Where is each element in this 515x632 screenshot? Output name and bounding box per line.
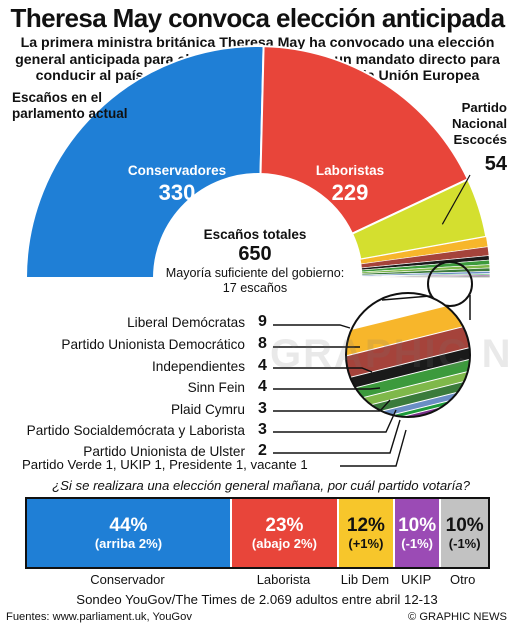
- poll-name: Conservador: [90, 572, 165, 587]
- copyright: © GRAPHIC NEWS: [408, 611, 507, 623]
- poll-change: (-1%): [448, 535, 481, 551]
- snp-seats: 54: [484, 153, 507, 175]
- party-name: Liberal Demócratas: [127, 315, 245, 330]
- party-row: Liberal Demócratas 9: [0, 313, 515, 335]
- poll-change: (abajo 2%): [251, 535, 317, 551]
- party-name: Partido Unionista de Ulster: [83, 444, 245, 459]
- con-seats: 330: [158, 180, 196, 205]
- leader-line: [273, 324, 351, 329]
- poll-bar: 44% (arriba 2%) 23% (abajo 2%) 12% (+1%)…: [25, 497, 490, 569]
- leader-line: [273, 419, 401, 454]
- poll-source: Sondeo YouGov/The Times de 2.069 adultos…: [76, 592, 438, 607]
- party-row: Partido Unionista Democrático 8: [0, 335, 515, 357]
- poll-name: Laborista: [256, 572, 311, 587]
- stripe: [346, 298, 470, 366]
- party-seats: 2: [258, 442, 267, 459]
- poll-name: Otro: [450, 572, 476, 587]
- party-row: Plaid Cymru 3: [0, 400, 515, 422]
- lab-seats: 229: [331, 180, 369, 205]
- poll-segment-ukip: 10% (-1%): [394, 499, 442, 567]
- party-name: Partido Unionista Democrático: [61, 337, 245, 352]
- leader-line: [273, 367, 373, 373]
- page-title: Theresa May convoca elección anticipada: [10, 3, 506, 33]
- poll-pct: 44%: [109, 514, 148, 536]
- party-row: Partido Unionista de Ulster 2: [0, 442, 515, 464]
- party-seats: 4: [258, 378, 267, 395]
- party-row: Partido Socialdemócrata y Laborista 3: [0, 421, 515, 443]
- current-seats-label: Escaños en el parlamento actual: [12, 90, 128, 121]
- poll-segment-other: 10% (-1%): [441, 499, 488, 567]
- poll-change: (-1%): [401, 535, 434, 551]
- leader-line: [273, 387, 381, 390]
- poll-pct: 12%: [346, 514, 385, 536]
- poll-change: (arriba 2%): [94, 535, 163, 551]
- poll-question: ¿Si se realizara una elección general ma…: [52, 478, 470, 493]
- magnifier-connector: [381, 295, 431, 301]
- poll-segment-lab: 23% (abajo 2%): [231, 499, 339, 567]
- snp-name: Partido Nacional Escocés: [452, 100, 507, 147]
- poll-change: (+1%): [348, 535, 384, 551]
- total-value: 650: [238, 243, 272, 265]
- party-name: Independientes: [152, 359, 245, 374]
- poll-segment-libdem: 12% (+1%): [338, 499, 395, 567]
- seat-wedge: [361, 276, 491, 279]
- con-name: Conservadores: [127, 163, 227, 178]
- leader-line: [340, 429, 407, 467]
- seat-wedge: [24, 45, 265, 279]
- party-row: Sinn Fein 4: [0, 378, 515, 400]
- magnifier-small: [427, 261, 473, 307]
- poll-pct: 10%: [445, 514, 484, 536]
- party-name: Plaid Cymru: [170, 402, 245, 417]
- poll-pct: 23%: [265, 514, 304, 536]
- leader-line: [273, 399, 391, 412]
- magnifier-ring: [345, 292, 471, 418]
- party-seats: 9: [258, 313, 267, 330]
- leader-line: [273, 409, 397, 433]
- lab-name: Laboristas: [315, 163, 385, 178]
- party-name: Sinn Fein: [187, 380, 245, 395]
- snp-pointer: [441, 174, 471, 225]
- party-seats: 3: [258, 421, 267, 438]
- poll-pct: 10%: [398, 514, 437, 536]
- party-name: Partido Socialdemócrata y Laborista: [26, 423, 245, 438]
- poll-name: UKIP: [400, 572, 432, 587]
- party-seats: 4: [258, 357, 267, 374]
- party-seats: 8: [258, 335, 267, 352]
- seat-wedge: [259, 45, 470, 236]
- total-label: Escaños totales: [203, 227, 307, 242]
- majority-note: Mayoría suficiente del gobierno: 17 esca…: [165, 266, 345, 295]
- party-row: Independientes 4: [0, 357, 515, 379]
- poll-segment-con: 44% (arriba 2%): [27, 499, 232, 567]
- poll-name: Lib Dem: [340, 572, 390, 587]
- stripe: [346, 321, 470, 387]
- others-line: Partido Verde 1, UKIP 1, Presidente 1, v…: [22, 457, 308, 472]
- stripe: [346, 343, 470, 398]
- credits: Fuentes: www.parliament.uk, YouGov: [6, 611, 192, 623]
- poll-names: Conservador Laborista Lib Dem UKIP Otro: [25, 572, 490, 590]
- party-seats: 3: [258, 400, 267, 417]
